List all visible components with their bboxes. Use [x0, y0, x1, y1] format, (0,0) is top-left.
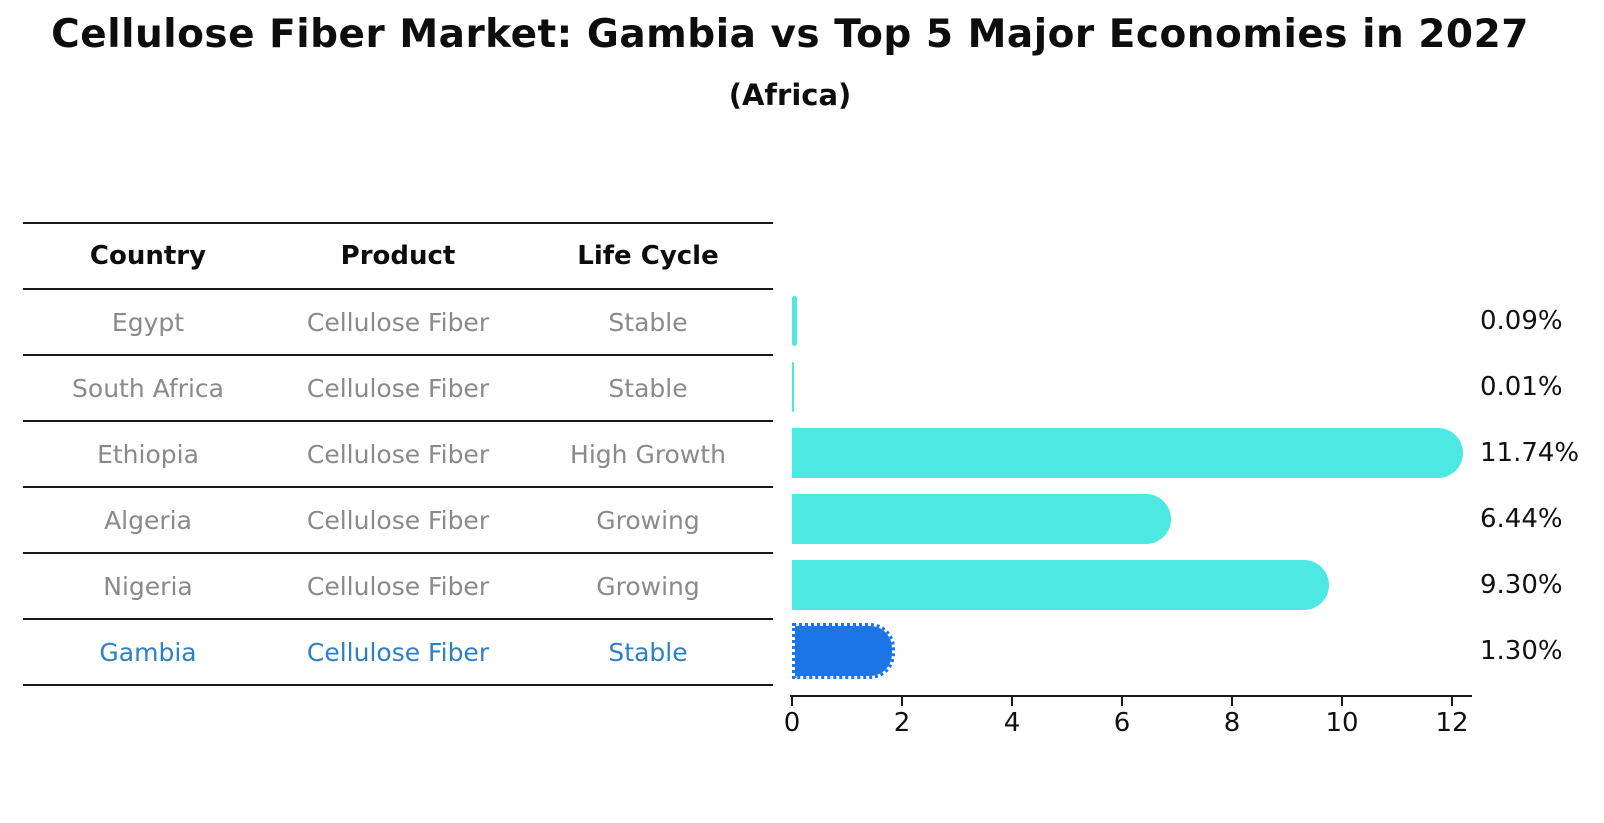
table-cell-life-cycle: Stable: [608, 373, 688, 403]
table-cell-product: Cellulose Fiber: [306, 307, 490, 337]
x-axis: 0 2 4 6 8 10 12: [784, 684, 1490, 754]
table-cell-product: Cellulose Fiber: [306, 637, 490, 667]
table-header-row: Country Product Life Cycle: [23, 224, 773, 290]
bar-nigeria: [792, 560, 1329, 610]
bar-chart: 0.09% 0.01% 11.74% 6.44% 9.30% 1.30%: [792, 288, 1604, 684]
table-cell-country: Gambia: [99, 637, 197, 667]
table-row-nigeria: Nigeria Cellulose Fiber Growing: [23, 554, 773, 620]
table-cell-product: Cellulose Fiber: [306, 373, 490, 403]
country-table: Country Product Life Cycle Egypt Cellulos…: [23, 222, 773, 686]
x-axis-tick-label: 6: [1113, 708, 1131, 738]
x-axis-tick-label: 2: [893, 708, 911, 738]
table-body: Egypt Cellulose Fiber Stable South Africa Ce…: [23, 290, 773, 686]
bar-egypt: [792, 296, 797, 346]
x-axis-tick-label: 0: [783, 708, 801, 738]
table-cell-country: Algeria: [104, 505, 192, 535]
bar-value-label-gambia: 1.30%: [1480, 636, 1563, 666]
bar-south-africa: [792, 362, 794, 412]
table-cell-life-cycle: Stable: [608, 637, 688, 667]
x-axis-tick: [1121, 697, 1123, 706]
table-cell-country: Nigeria: [103, 571, 193, 601]
table-cell-country: Ethiopia: [97, 439, 199, 469]
table-row-egypt: Egypt Cellulose Fiber Stable: [23, 290, 773, 356]
x-axis-tick: [1451, 697, 1453, 706]
x-axis-tick-label: 4: [1003, 708, 1021, 738]
bar-value-label-ethiopia: 11.74%: [1480, 438, 1580, 468]
table-cell-product: Cellulose Fiber: [306, 571, 490, 601]
bar-row-nigeria: 9.30%: [792, 552, 1604, 618]
table-row-algeria: Algeria Cellulose Fiber Growing: [23, 488, 773, 554]
bar-row-south-africa: 0.01%: [792, 354, 1604, 420]
table-row-gambia: Gambia Cellulose Fiber Stable: [23, 620, 773, 686]
table-cell-life-cycle: Growing: [596, 571, 700, 601]
table-cell-life-cycle: Stable: [608, 307, 688, 337]
bar-row-algeria: 6.44%: [792, 486, 1604, 552]
table-cell-product: Cellulose Fiber: [306, 505, 490, 535]
x-axis-line: [790, 695, 1472, 697]
bar-gambia: [792, 623, 895, 679]
bar-value-label-algeria: 6.44%: [1480, 504, 1563, 534]
x-axis-tick: [1011, 697, 1013, 706]
x-axis-tick-label: 10: [1325, 708, 1359, 738]
table-row-ethiopia: Ethiopia Cellulose Fiber High Growth: [23, 422, 773, 488]
table-row-south-africa: South Africa Cellulose Fiber Stable: [23, 356, 773, 422]
chart-subtitle: (Africa): [728, 78, 852, 112]
x-axis-tick-label: 12: [1435, 708, 1469, 738]
x-axis-tick: [1341, 697, 1343, 706]
x-axis-tick: [791, 697, 793, 706]
table-cell-country: South Africa: [72, 373, 224, 403]
bar-value-label-nigeria: 9.30%: [1480, 570, 1563, 600]
bar-ethiopia: [792, 428, 1463, 478]
bar-algeria: [792, 494, 1172, 544]
bar-row-ethiopia: 11.74%: [792, 420, 1604, 486]
chart-title: Cellulose Fiber Market: Gambia vs Top 5 …: [51, 12, 1529, 57]
bar-row-egypt: 0.09%: [792, 288, 1604, 354]
table-cell-life-cycle: Growing: [596, 505, 700, 535]
bar-row-gambia: 1.30%: [792, 618, 1604, 684]
table-cell-life-cycle: High Growth: [570, 439, 726, 469]
x-axis-tick: [1231, 697, 1233, 706]
x-axis-tick: [901, 697, 903, 706]
table-header-lifecycle: Life Cycle: [577, 241, 719, 271]
table-header-product: Product: [340, 241, 456, 271]
table-cell-product: Cellulose Fiber: [306, 439, 490, 469]
x-axis-tick-label: 8: [1223, 708, 1241, 738]
bar-value-label-egypt: 0.09%: [1480, 306, 1563, 336]
bar-value-label-south-africa: 0.01%: [1480, 372, 1563, 402]
table-header-country: Country: [89, 241, 207, 271]
table-cell-country: Egypt: [111, 307, 185, 337]
